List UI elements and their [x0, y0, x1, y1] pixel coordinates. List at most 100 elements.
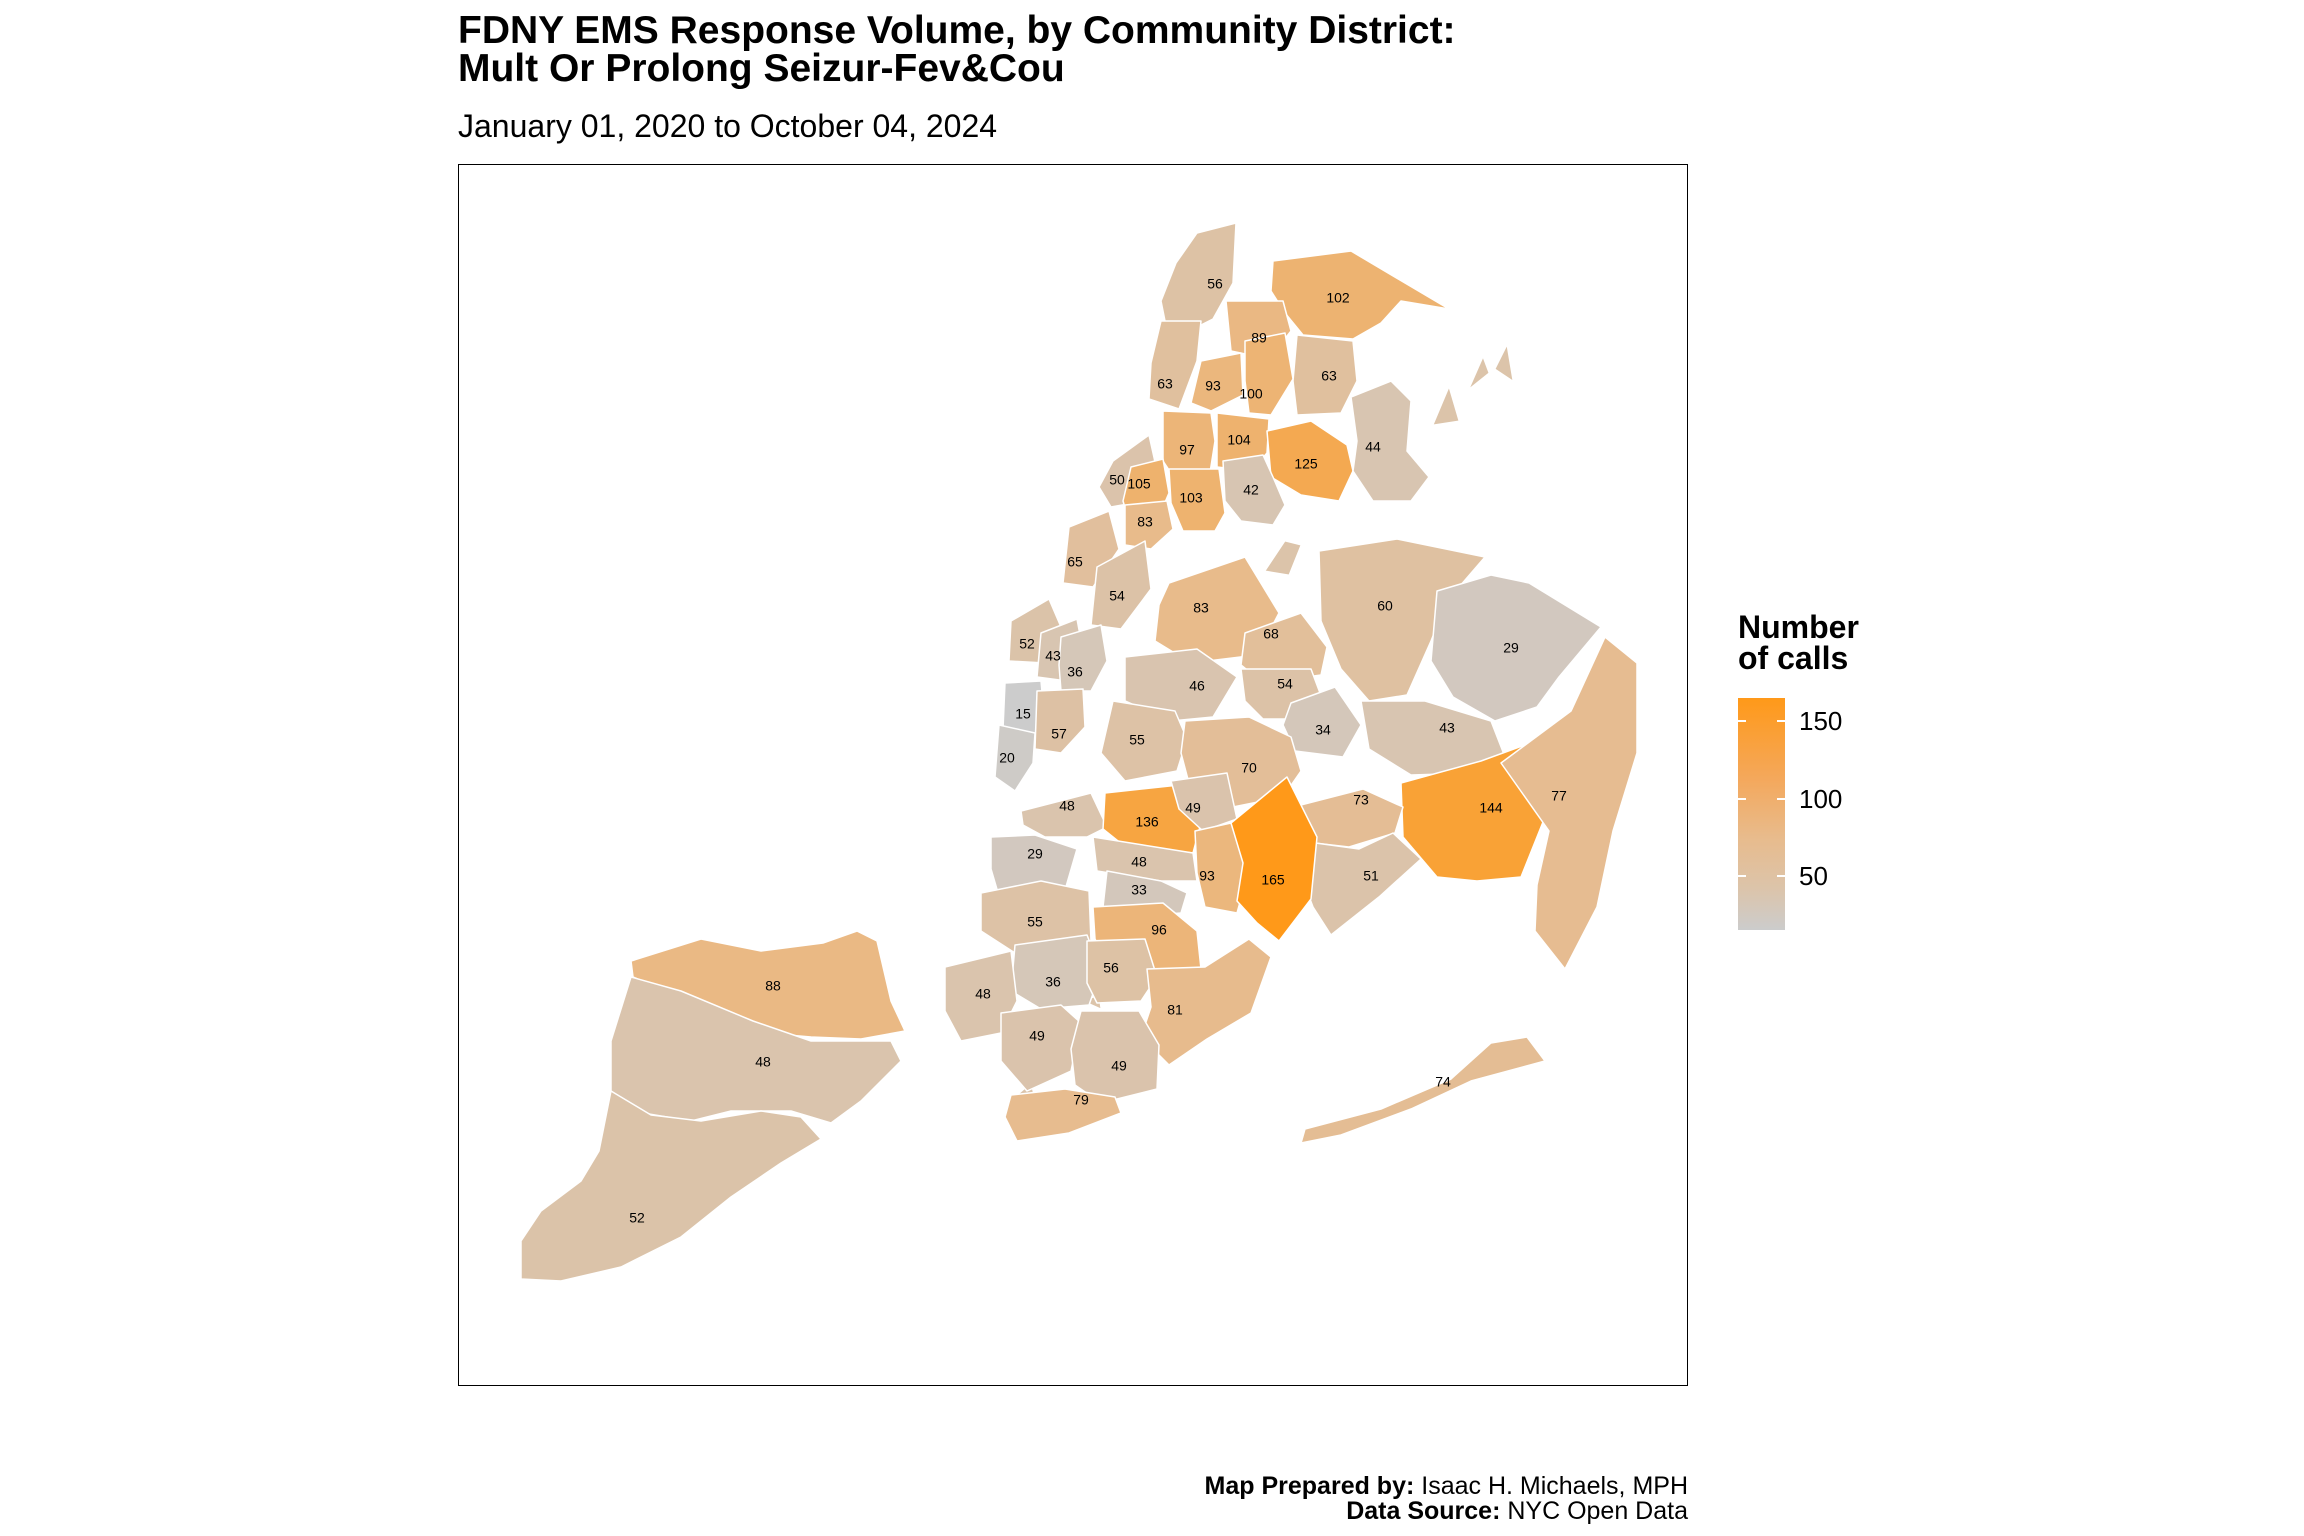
district-value-label: 97 [1179, 442, 1195, 458]
district-value-label: 100 [1239, 386, 1263, 402]
district-area [1190, 352, 1244, 412]
district-area [1148, 320, 1202, 410]
district-area [520, 1090, 822, 1282]
district-area [1318, 538, 1486, 702]
district-value-label: 48 [975, 986, 991, 1002]
district-value-label: 73 [1353, 792, 1369, 808]
island-shape [1432, 385, 1460, 426]
district-value-label: 49 [1185, 800, 1201, 816]
district-labels: 56 102 89 63 93 100 63 97 104 125 44 42 103 50 105 83 65… [629, 276, 1567, 1226]
district-value-label: 105 [1127, 476, 1151, 492]
district-area [1124, 648, 1238, 722]
district-value-label: 46 [1189, 678, 1205, 694]
island-shape [1468, 355, 1490, 390]
district-value-label: 43 [1045, 648, 1061, 664]
chart-title-line1: FDNY EMS Response Volume, by Community D… [458, 9, 1456, 52]
district-value-label: 48 [755, 1054, 771, 1070]
district-value-label: 63 [1157, 376, 1173, 392]
legend-color-bar [1738, 698, 1785, 930]
district-value-label: 96 [1151, 922, 1167, 938]
district-area [1282, 686, 1362, 758]
district-value-label: 55 [1129, 732, 1145, 748]
district-value-label: 63 [1321, 368, 1337, 384]
district-value-label: 48 [1131, 854, 1147, 870]
district-value-label: 65 [1067, 554, 1083, 570]
district-value-label: 79 [1073, 1092, 1089, 1108]
district-value-label: 125 [1294, 456, 1318, 472]
legend-tick-mark [1738, 874, 1746, 877]
caption-data-source: Data Source: NYC Open Data [1205, 1499, 1688, 1524]
legend-title-line1: Number [1738, 609, 1859, 645]
district-value-label: 83 [1193, 600, 1209, 616]
district-value-label: 48 [1059, 798, 1075, 814]
district-area [1168, 468, 1226, 532]
district-value-label: 55 [1027, 914, 1043, 930]
district-area [1020, 792, 1108, 838]
legend-tick-mark [1738, 797, 1746, 800]
district-area [1240, 612, 1328, 684]
district-area [1124, 500, 1174, 550]
legend-tick-mark [1777, 874, 1785, 877]
caption-source-label: Data Source: [1346, 1497, 1501, 1525]
legend-tick-mark [1777, 720, 1785, 723]
district-value-label: 83 [1137, 514, 1153, 530]
legend-tick-mark [1777, 797, 1785, 800]
caption-prepared-label: Map Prepared by: [1204, 1472, 1415, 1500]
district-value-label: 49 [1029, 1028, 1045, 1044]
district-area [1300, 1036, 1546, 1144]
chart-title: FDNY EMS Response Volume, by Community D… [458, 9, 1456, 90]
caption-prepared-value: Isaac H. Michaels, MPH [1414, 1472, 1688, 1500]
district-value-label: 56 [1207, 276, 1223, 292]
district-value-label: 88 [765, 978, 781, 994]
legend-tick-label: 100 [1799, 783, 1843, 814]
district-value-label: 103 [1179, 490, 1203, 506]
district-area [1092, 836, 1198, 882]
district-area [1222, 454, 1286, 526]
district-value-label: 49 [1111, 1058, 1127, 1074]
district-value-label: 136 [1135, 814, 1159, 830]
legend-tick-label: 50 [1799, 860, 1828, 891]
district-polygons [520, 222, 1638, 1282]
caption-source-value: NYC Open Data [1500, 1497, 1688, 1525]
district-area [1086, 938, 1158, 1004]
district-area [1430, 574, 1602, 722]
district-value-label: 74 [1435, 1074, 1451, 1090]
district-value-label: 51 [1363, 868, 1379, 884]
district-area [1230, 776, 1318, 942]
district-value-label: 20 [999, 750, 1015, 766]
caption-prepared-by: Map Prepared by: Isaac H. Michaels, MPH [1205, 1474, 1688, 1499]
district-value-label: 50 [1109, 472, 1125, 488]
district-value-label: 68 [1263, 626, 1279, 642]
district-value-label: 144 [1479, 800, 1503, 816]
district-value-label: 77 [1551, 788, 1567, 804]
district-area [1266, 420, 1354, 502]
district-value-label: 93 [1199, 868, 1215, 884]
district-area [1500, 636, 1638, 970]
district-value-label: 33 [1131, 882, 1147, 898]
district-value-label: 60 [1377, 598, 1393, 614]
district-value-label: 56 [1103, 960, 1119, 976]
district-area [1004, 1088, 1122, 1142]
district-area [1350, 380, 1430, 502]
legend-tick-mark [1738, 720, 1746, 723]
island-shape [1494, 343, 1514, 383]
district-value-label: 44 [1365, 439, 1381, 455]
district-value-label: 81 [1167, 1002, 1183, 1018]
district-area [1090, 540, 1152, 630]
choropleth-map: 56 102 89 63 93 100 63 97 104 125 44 42 103 50 105 83 65… [520, 222, 1638, 1282]
district-value-label: 57 [1051, 726, 1067, 742]
district-value-label: 52 [629, 1210, 645, 1226]
district-area [1058, 624, 1108, 692]
legend-title-line2: of calls [1738, 640, 1849, 676]
district-value-label: 42 [1243, 482, 1259, 498]
map-caption: Map Prepared by: Isaac H. Michaels, MPH … [1205, 1474, 1688, 1524]
district-value-label: 54 [1277, 676, 1293, 692]
district-value-label: 43 [1439, 720, 1455, 736]
district-value-label: 36 [1045, 974, 1061, 990]
chart-title-line2: Mult Or Prolong Seizur-Fev&Cou [458, 47, 1065, 90]
district-value-label: 15 [1015, 706, 1031, 722]
district-value-label: 36 [1067, 664, 1083, 680]
district-value-label: 93 [1205, 378, 1221, 394]
district-area [1000, 1004, 1082, 1092]
district-area [1292, 334, 1358, 416]
